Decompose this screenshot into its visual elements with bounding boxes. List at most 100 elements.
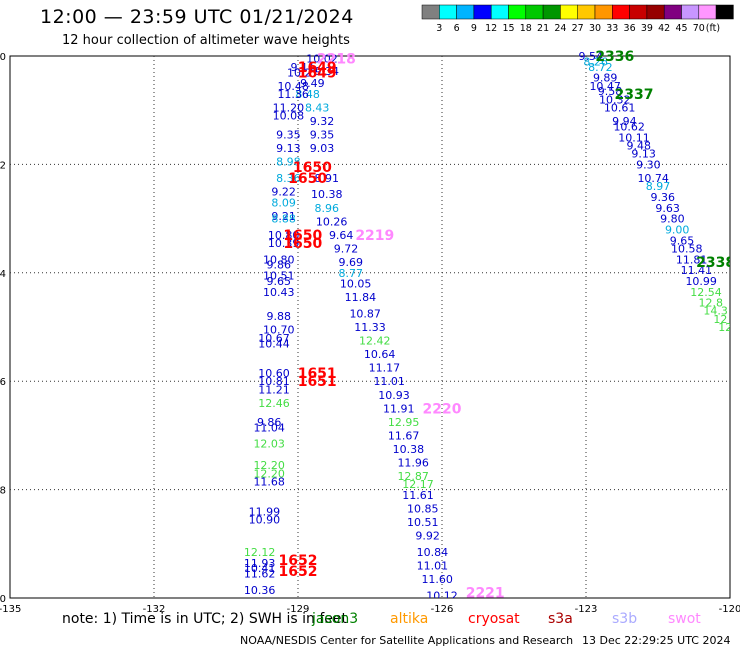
wave-height-point: 12.54: [690, 286, 722, 299]
wave-height-point: 12.42: [359, 335, 391, 348]
wave-height-point: 12: [718, 321, 732, 334]
wave-height-point: 10.36: [244, 584, 276, 597]
pass-time-label: 2337: [615, 87, 654, 103]
wave-height-point: 9.94: [612, 115, 637, 128]
wave-height-point: 9.80: [660, 213, 685, 226]
wave-height-point: 11.61: [402, 489, 434, 502]
wave-height-point: 8.91: [315, 172, 340, 185]
colorbar-unit: (ft): [706, 23, 720, 34]
wave-height-point: 10.27: [287, 66, 319, 79]
pass-time-label: 1650: [283, 236, 322, 252]
legend-item-s3a: s3a: [548, 611, 573, 627]
pass-time-label: 2338: [696, 255, 735, 271]
wave-height-point: 10.74: [637, 172, 669, 185]
wave-height-point: 10.38: [393, 443, 425, 456]
wave-height-point: 11.84: [345, 291, 377, 304]
wave-height-point: 10.05: [340, 278, 372, 291]
legend-item-s3b: s3b: [612, 611, 638, 627]
wave-height-point: 11.81: [676, 253, 708, 266]
wave-height-point: 9.89: [593, 72, 618, 85]
wave-height-point: 12.87: [397, 470, 429, 483]
y-tick-label: -38: [0, 486, 6, 497]
colorbar-tick-label: 36: [624, 23, 636, 34]
colorbar-tick-label: 3: [436, 23, 442, 34]
pass-time-label: 2221: [466, 586, 505, 602]
wave-height-point: 10.93: [378, 389, 410, 402]
wave-height-point: 8.26: [583, 55, 608, 68]
wave-height-point: 12.20: [253, 459, 285, 472]
pass-time-label: 1651: [298, 374, 337, 390]
colorbar-tick-label: 12: [485, 23, 497, 34]
colorbar-swatch: [715, 4, 734, 20]
wave-height-point: 8.36: [276, 172, 301, 185]
y-tick-label: -30: [0, 52, 6, 63]
wave-height-point: 9.65: [267, 275, 292, 288]
x-tick-label: -126: [431, 604, 454, 615]
wave-height-point: 10.08: [273, 110, 305, 123]
pass-time-label: 1649: [298, 60, 337, 76]
wave-height-point: 9.11: [291, 61, 316, 74]
wave-height-point: 8.97: [646, 180, 671, 193]
wave-height-point: 9.21: [271, 210, 296, 223]
wave-height-point: 10.61: [604, 101, 636, 114]
wave-height-point: 10.58: [671, 242, 703, 255]
wave-height-point: 11.96: [397, 457, 429, 470]
wave-height-point: 10.81: [258, 375, 290, 388]
wave-height-point: 9.22: [271, 186, 296, 199]
generated-timestamp: 13 Dec 22:29:25 UTC 2024: [582, 634, 731, 647]
wave-height-point: 8.98: [276, 156, 301, 169]
wave-height-point: 12.46: [258, 397, 290, 410]
colorbar-tick-label: 30: [589, 23, 601, 34]
wave-height-point: 12.17: [402, 478, 434, 491]
plot-frame: [9, 55, 731, 599]
wave-height-point: 12.20: [253, 467, 285, 480]
wave-height-point: 9.88: [267, 310, 292, 323]
wave-height-point: 11.41: [681, 264, 713, 277]
wave-height-point: 11.68: [253, 475, 285, 488]
colorbar-tick-label: 21: [537, 23, 549, 34]
legend-item-jason3: jason3: [312, 611, 359, 627]
wave-height-point: 9.13: [276, 142, 301, 155]
legend-item-cryosat: cryosat: [468, 611, 520, 627]
wave-height-point: 10.62: [613, 120, 645, 133]
wave-height-point: 10.67: [258, 332, 290, 345]
wave-height-point: 10.39: [268, 237, 300, 250]
wave-height-point: 9.30: [636, 158, 661, 171]
wave-height-point: 11.21: [258, 383, 290, 396]
colorbar-tick-label: 45: [675, 23, 687, 34]
wave-height-point: 10.41: [244, 562, 276, 575]
wave-height-point: 10.64: [364, 348, 396, 361]
legend-item-altika: altika: [390, 611, 429, 627]
wave-height-point: 9.54: [579, 50, 604, 63]
wave-height-point: 10.48: [277, 80, 309, 93]
wave-height-point: 12: [713, 313, 727, 326]
wave-height-point: 11.20: [273, 101, 305, 114]
pass-time-label: 2220: [423, 401, 462, 417]
wave-height-point: 9.48: [627, 139, 652, 152]
colorbar-tick-label: 70: [693, 23, 705, 34]
wave-height-point: 12.95: [388, 416, 420, 429]
wave-height-point: 10.99: [685, 275, 717, 288]
wave-height-point: 10.32: [599, 93, 631, 106]
wave-height-point: 8.48: [295, 88, 320, 101]
pass-time-label: 1650: [283, 228, 322, 244]
pass-time-label: 1649: [298, 65, 337, 81]
colorbar-tick-label: 6: [454, 23, 460, 34]
wave-height-point: 11.01: [373, 375, 405, 388]
pass-time-label: 2336: [595, 49, 634, 65]
wave-height-point: 8.72: [588, 61, 613, 74]
wave-height-point: 10.51: [263, 270, 295, 283]
colorbar-tick-label: 33: [606, 23, 618, 34]
colorbar-tick-label: 27: [572, 23, 584, 34]
wave-height-point: 11.93: [244, 557, 276, 570]
wave-height-point: 9.36: [651, 191, 676, 204]
wave-height-point: 9.49: [300, 77, 325, 90]
wave-height-point: 8.96: [315, 202, 340, 215]
wave-height-point: 11.04: [253, 421, 285, 434]
colorbar-tick-label: 42: [658, 23, 670, 34]
wave-height-point: 11.62: [244, 568, 276, 581]
wave-height-point: 9.32: [310, 115, 335, 128]
pass-time-label: 1652: [279, 553, 318, 569]
wave-height-point: 10.60: [258, 367, 290, 380]
